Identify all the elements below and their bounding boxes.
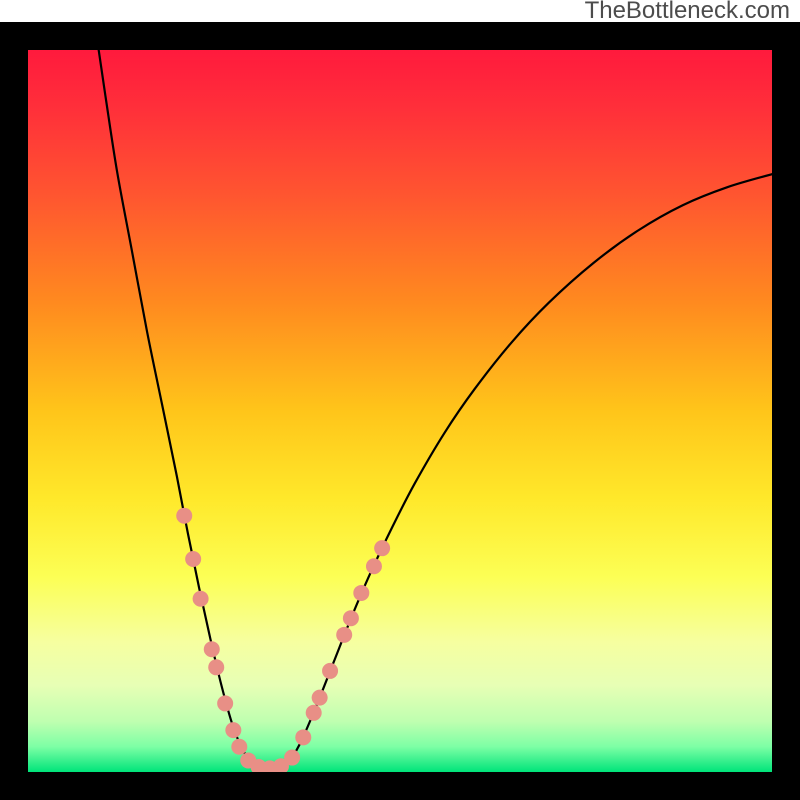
data-point [204,641,220,657]
data-point [176,508,192,524]
data-point [312,690,328,706]
data-point [193,591,209,607]
chart-container: TheBottleneck.com [0,0,800,800]
data-point [306,705,322,721]
data-point [225,722,241,738]
data-point [353,585,369,601]
data-point [374,540,390,556]
data-point [295,729,311,745]
data-point [217,695,233,711]
data-point [208,659,224,675]
data-point [366,558,382,574]
data-point [322,663,338,679]
data-point [336,627,352,643]
bottleneck-curve-chart [0,0,800,800]
data-point [185,551,201,567]
data-point [231,739,247,755]
data-point [284,750,300,766]
data-point [343,610,359,626]
background-gradient [28,50,772,772]
